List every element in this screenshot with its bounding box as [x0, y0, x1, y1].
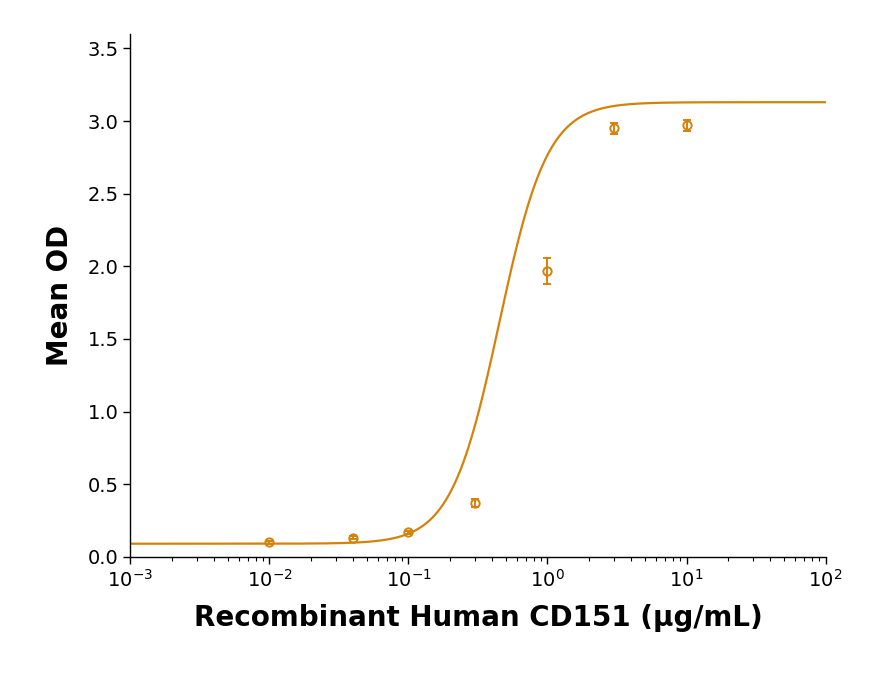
Y-axis label: Mean OD: Mean OD	[45, 225, 74, 366]
X-axis label: Recombinant Human CD151 (μg/mL): Recombinant Human CD151 (μg/mL)	[194, 604, 762, 632]
